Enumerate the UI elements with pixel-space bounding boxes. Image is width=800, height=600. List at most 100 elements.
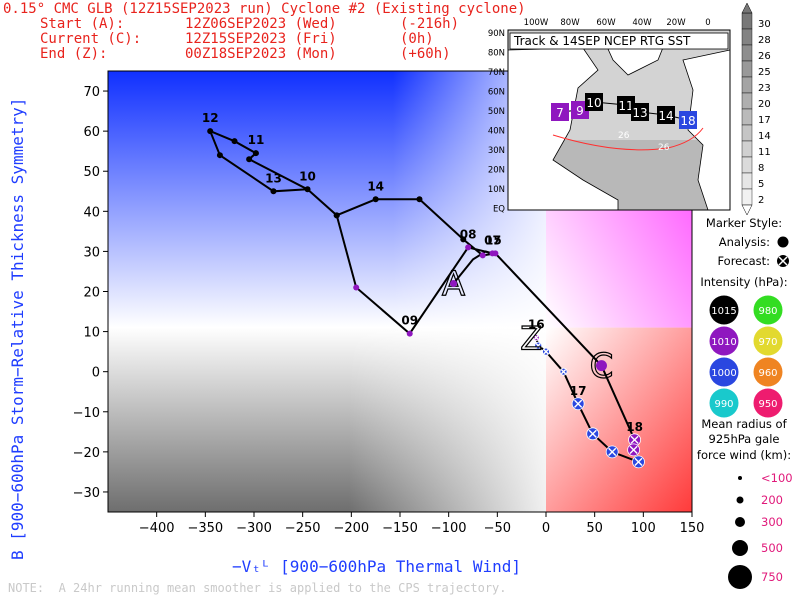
y-tick-label: −30	[73, 486, 100, 501]
footnote: NOTE: A 24hr running mean smoother is ap…	[8, 581, 507, 595]
forecast-cross	[608, 447, 617, 456]
colorbar-cell	[741, 44, 753, 62]
y-tick-label: 40	[83, 205, 100, 220]
inset-track-box	[657, 106, 675, 124]
x-tick-label: −200	[333, 521, 369, 536]
radius-label: 750	[761, 570, 783, 584]
inset-lon-label: 40W	[632, 18, 652, 28]
y-tick-label: −10	[73, 406, 100, 421]
chart-title: 0.15° CMC GLB (12Z15SEP2023 run) Cyclone…	[3, 1, 526, 17]
radius-title: 925hPa gale	[709, 432, 780, 446]
inset-title: Track & 14SEP NCEP RTG SST	[513, 34, 691, 48]
analysis-marker	[231, 138, 238, 145]
start-offset: (-216h)	[400, 16, 460, 32]
sst-label: 26	[658, 143, 670, 153]
radius-swatch	[738, 476, 742, 480]
x-tick-label: −400	[139, 521, 175, 536]
start-time: 12Z06SEP2023 (Wed)	[185, 16, 337, 32]
cold-symmetric-fade	[108, 327, 546, 512]
day-label: 14	[367, 179, 384, 193]
radius-swatch	[728, 565, 752, 589]
colorbar-cell	[741, 12, 753, 30]
intensity-label: 1010	[711, 337, 736, 348]
colorbar-cell	[741, 156, 753, 174]
forecast-cross	[543, 349, 549, 355]
marker-style-title: Marker Style:	[706, 216, 782, 230]
x-tick-label: −300	[236, 521, 272, 536]
x-tick-label: −50	[484, 521, 511, 536]
analysis-marker	[406, 330, 413, 337]
x-tick-label: −150	[382, 521, 418, 536]
day-label: 16	[528, 318, 545, 332]
day-label: 12	[202, 111, 219, 125]
intensity-label: 970	[758, 337, 777, 348]
y-tick-label: 10	[83, 326, 100, 341]
radius-swatch	[736, 496, 744, 504]
y-tick-label: 30	[83, 245, 100, 260]
forecast-cross	[574, 399, 583, 408]
x-tick-label: −100	[431, 521, 467, 536]
current-offset: (0h)	[400, 31, 434, 47]
radius-title: force wind (km):	[697, 448, 791, 462]
day-label: 17	[570, 384, 587, 398]
inset-track-label: 10	[586, 96, 601, 110]
inset-title-box	[509, 32, 729, 50]
inset-lat-label: 70N	[488, 68, 505, 78]
analysis-label: Analysis:	[719, 235, 770, 249]
inset-track-box	[571, 101, 589, 119]
intensity-swatch	[753, 295, 783, 325]
analysis-symbol	[777, 236, 789, 248]
analysis-marker	[333, 212, 340, 219]
current-marker	[595, 360, 607, 372]
x-tick-label: 150	[680, 521, 705, 536]
end-offset: (+60h)	[400, 46, 451, 62]
day-label: 18	[626, 420, 643, 434]
colorbar-bottom-arrow	[741, 204, 753, 215]
current-marker-c: C	[590, 347, 614, 387]
colorbar-label: 28	[758, 35, 771, 46]
x-axis-label: −Vₜᴸ [900−600hPa Thermal Wind]	[232, 557, 521, 576]
inset-lat-label: EQ	[493, 205, 505, 215]
y-tick-label: 60	[83, 125, 100, 140]
analysis-marker	[450, 279, 458, 287]
inset-track-label: 7	[556, 106, 564, 120]
analysis-marker	[353, 284, 360, 291]
colorbar-label: 20	[758, 99, 771, 110]
x-tick-label: −350	[187, 521, 223, 536]
radius-label: 200	[761, 493, 783, 507]
y-tick-label: 50	[83, 165, 100, 180]
sst-26-isotherm	[552, 127, 704, 151]
forecast-symbol-cross	[778, 256, 788, 266]
radius-label: 300	[761, 515, 783, 529]
colorbar-label: 2	[758, 195, 764, 206]
intensity-label: 1015	[711, 306, 736, 317]
warm-symmetric-region	[546, 327, 692, 512]
intensity-title: Intensity (hPa):	[700, 275, 787, 289]
colorbar-label: 5	[758, 179, 764, 190]
inset-lat-label: 20N	[488, 166, 505, 176]
analysis-marker	[492, 250, 499, 257]
y-axis-label: B [900−600hPa Storm−Relative Thickness S…	[8, 97, 27, 560]
colorbar-cell	[741, 124, 753, 142]
inset-lon-label: 100W	[524, 18, 549, 28]
inset-lat-label: 50N	[488, 107, 505, 117]
inset-lat-label: 30N	[488, 146, 505, 156]
forecast-label: Forecast:	[717, 254, 770, 268]
day-label: 11	[248, 133, 265, 147]
inset-lat-label: 60N	[488, 88, 505, 98]
x-tick-label: −250	[285, 521, 321, 536]
colorbar-cell	[741, 188, 753, 206]
inset-lon-label: 60W	[596, 18, 616, 28]
legend-panel: Marker Style: Analysis: Forecast: Intensity…	[697, 216, 793, 589]
day-label: 09	[401, 314, 418, 328]
inset-track-label: 11	[618, 99, 633, 113]
start-label: Start (A):	[40, 16, 125, 32]
analysis-marker	[416, 196, 423, 203]
colorbar-label: 23	[758, 83, 771, 94]
colorbar-label: 17	[758, 115, 771, 126]
inset-track-label: 14	[658, 109, 673, 123]
colorbar-cell	[741, 76, 753, 94]
current-time: 12Z15SEP2023 (Fri)	[185, 31, 337, 47]
radius-title: Mean radius of	[701, 417, 787, 431]
colorbar-top-arrow	[741, 2, 753, 14]
